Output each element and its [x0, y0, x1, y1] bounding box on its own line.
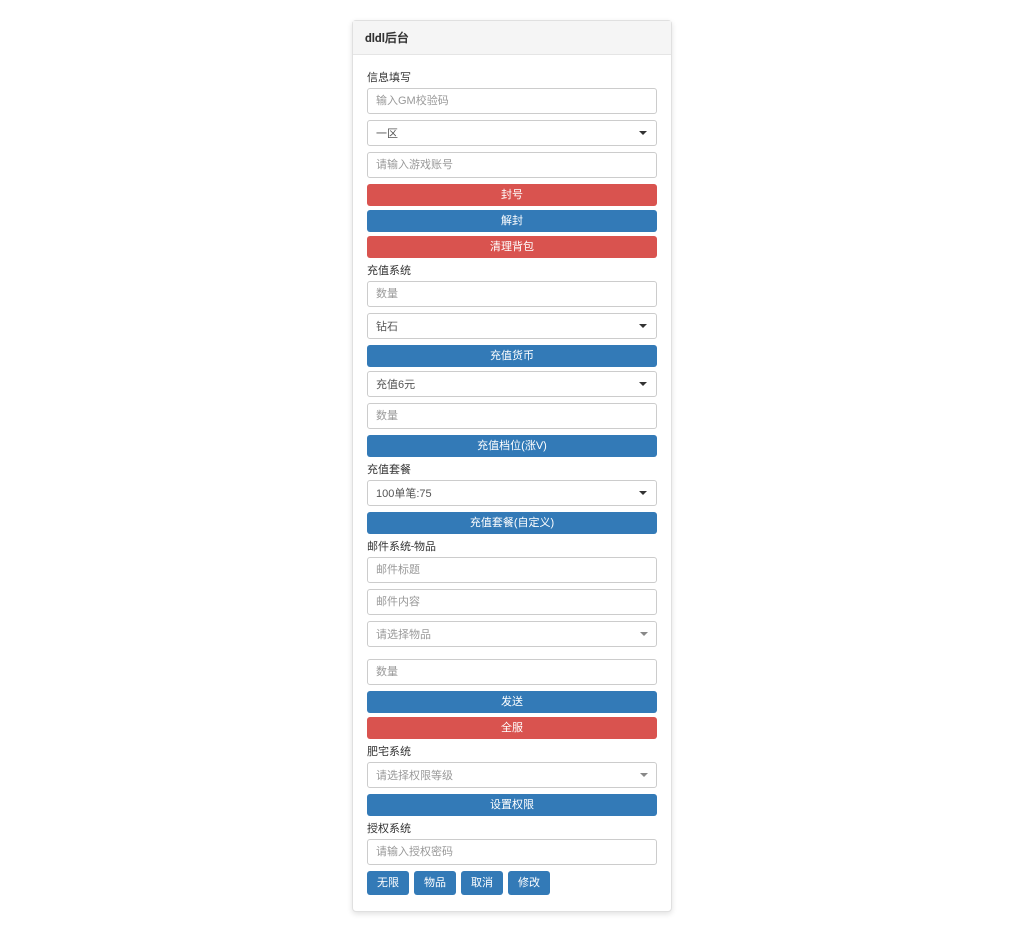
mail-item-select[interactable]: 请选择物品 — [367, 621, 657, 647]
recharge-package-button[interactable]: 充值套餐(自定义) — [367, 512, 657, 534]
mail-send-button[interactable]: 发送 — [367, 691, 657, 713]
clearbag-button[interactable]: 清理背包 — [367, 236, 657, 258]
auth-unlimited-button[interactable]: 无限 — [367, 871, 409, 895]
chevron-down-icon — [640, 632, 648, 636]
section-recharge-label: 充值系统 — [367, 262, 657, 278]
currency-select-value[interactable] — [367, 313, 657, 339]
zone-select[interactable] — [367, 120, 657, 146]
unban-button[interactable]: 解封 — [367, 210, 657, 232]
currency-select[interactable] — [367, 313, 657, 339]
panel-title: dldl后台 — [365, 31, 409, 45]
section-mail-label: 邮件系统-物品 — [367, 538, 657, 554]
recharge-qty2-input[interactable] — [367, 403, 657, 429]
chevron-down-icon — [640, 773, 648, 777]
auth-item-button[interactable]: 物品 — [414, 871, 456, 895]
account-input[interactable] — [367, 152, 657, 178]
ban-button[interactable]: 封号 — [367, 184, 657, 206]
gm-code-input[interactable] — [367, 88, 657, 114]
admin-panel: dldl后台 信息填写 封号 解封 清理背包 充值系统 充值货币 充值档位(涨V… — [352, 20, 672, 912]
zone-select-value[interactable] — [367, 120, 657, 146]
section-package-label: 充值套餐 — [367, 461, 657, 477]
recharge-qty-input[interactable] — [367, 281, 657, 307]
auth-cancel-button[interactable]: 取消 — [461, 871, 503, 895]
vip-level-placeholder: 请选择权限等级 — [376, 767, 453, 783]
panel-header: dldl后台 — [353, 21, 671, 55]
auth-modify-button[interactable]: 修改 — [508, 871, 550, 895]
auth-code-input[interactable] — [367, 839, 657, 865]
recharge-level-button[interactable]: 充值档位(涨V) — [367, 435, 657, 457]
mail-qty-input[interactable] — [367, 659, 657, 685]
package-select-value[interactable] — [367, 480, 657, 506]
section-info-label: 信息填写 — [367, 69, 657, 85]
mail-allserver-button[interactable]: 全服 — [367, 717, 657, 739]
mail-content-input[interactable] — [367, 589, 657, 615]
package-select[interactable] — [367, 480, 657, 506]
section-vip-label: 肥宅系统 — [367, 743, 657, 759]
recharge-level-select[interactable] — [367, 371, 657, 397]
recharge-currency-button[interactable]: 充值货币 — [367, 345, 657, 367]
panel-body: 信息填写 封号 解封 清理背包 充值系统 充值货币 充值档位(涨V) 充值套餐 — [353, 55, 671, 911]
vip-set-button[interactable]: 设置权限 — [367, 794, 657, 816]
mail-item-placeholder: 请选择物品 — [376, 626, 431, 642]
auth-button-row: 无限 物品 取消 修改 — [367, 871, 657, 899]
mail-title-input[interactable] — [367, 557, 657, 583]
section-auth-label: 授权系统 — [367, 820, 657, 836]
vip-level-select[interactable]: 请选择权限等级 — [367, 762, 657, 788]
recharge-level-value[interactable] — [367, 371, 657, 397]
